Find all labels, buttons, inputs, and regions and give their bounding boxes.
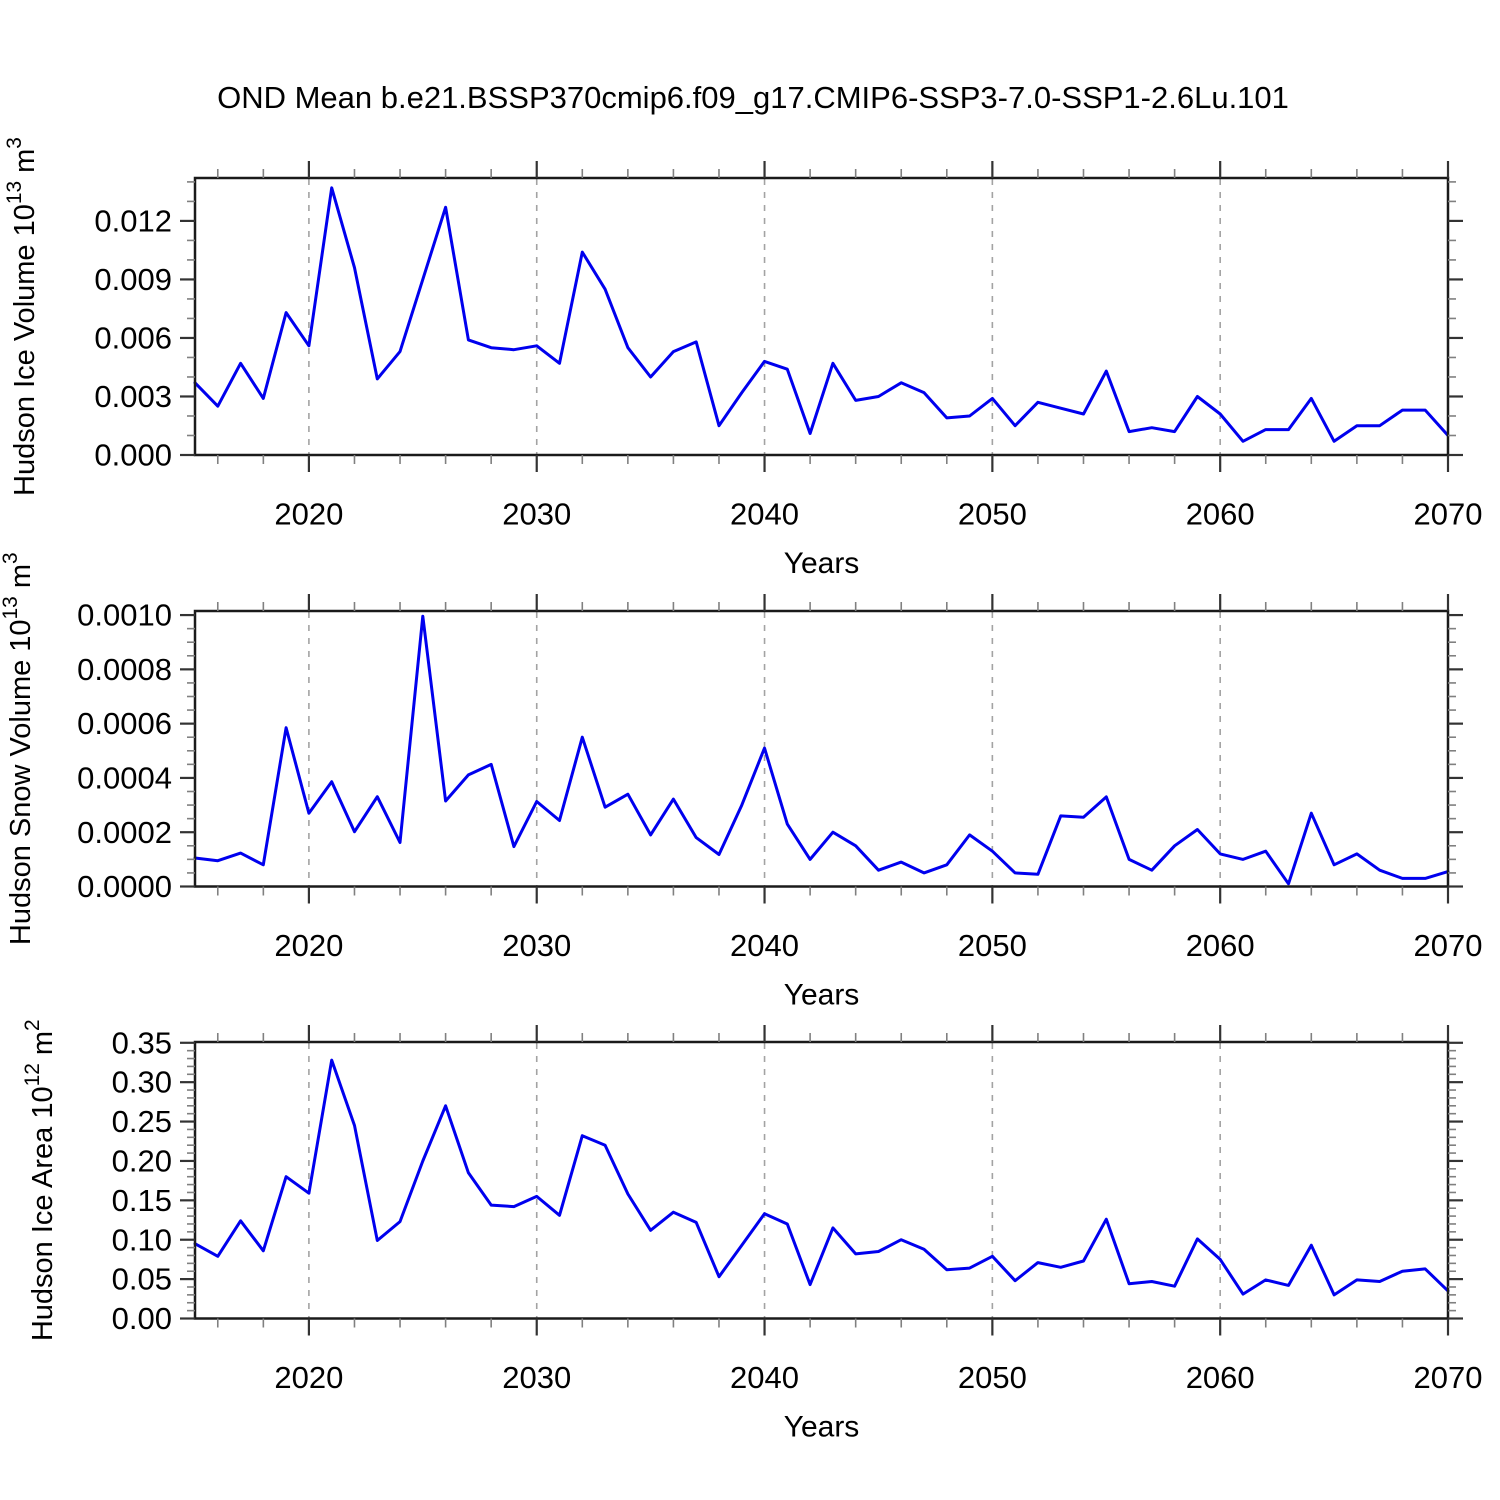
y-tick-label: 0.25 <box>112 1104 172 1139</box>
x-tick-labels: 2020 2030 2040 2050 2060 2070 <box>274 1360 1482 1395</box>
x-tick-label: 2070 <box>1414 497 1483 532</box>
x-tick-label: 2060 <box>1186 928 1255 963</box>
decade-gridlines <box>308 1043 1221 1318</box>
panel-hudson-ice-area: 0.00 0.05 0.10 0.15 0.20 0.25 0.30 0.35 2020 2030… <box>21 1019 1482 1443</box>
y-tick-label: 0.000 <box>94 438 172 473</box>
x-tick-label: 2030 <box>502 497 571 532</box>
x-axis-label: Years <box>784 1411 860 1444</box>
y-major-ticks <box>180 219 1463 457</box>
y-axis-label: Hudson Snow Volume 1013 m3 <box>0 552 37 945</box>
x-axis-label: Years <box>784 979 860 1012</box>
y-tick-label: 0.0004 <box>77 760 172 795</box>
y-tick-label: 0.00 <box>112 1301 172 1336</box>
x-minor-ticks <box>216 1033 1404 1328</box>
x-tick-labels: 2020 2030 2040 2050 2060 2070 <box>274 497 1482 532</box>
x-tick-label: 2020 <box>274 497 343 532</box>
x-tick-label: 2040 <box>730 497 799 532</box>
x-minor-ticks <box>216 169 1404 464</box>
x-tick-label: 2050 <box>958 1360 1027 1395</box>
y-axis-label: Hudson Ice Volume 1013 m3 <box>3 137 41 496</box>
y-minor-ticks <box>187 181 1456 437</box>
panel-hudson-ice-volume: 0.000 0.003 0.006 0.009 0.012 2020 2030 2040 205… <box>3 137 1482 580</box>
x-tick-label: 2040 <box>730 1360 799 1395</box>
hudson-snow-volume-line <box>193 614 1450 886</box>
y-tick-label: 0.15 <box>112 1183 172 1218</box>
y-minor-ticks <box>187 627 1456 874</box>
x-tick-label: 2050 <box>958 497 1027 532</box>
y-major-ticks <box>180 1041 1463 1320</box>
y-tick-label: 0.003 <box>94 379 172 414</box>
x-major-ticks <box>307 161 1450 472</box>
hudson-ice-area-line <box>193 1058 1450 1297</box>
y-major-ticks <box>180 613 1463 888</box>
chart-title: OND Mean b.e21.BSSP370cmip6.f09_g17.CMIP… <box>217 80 1289 115</box>
x-minor-ticks <box>216 602 1404 896</box>
x-tick-label: 2030 <box>502 1360 571 1395</box>
x-tick-label: 2060 <box>1186 497 1255 532</box>
y-axis-label: Hudson Ice Area 1012 m2 <box>21 1019 59 1341</box>
y-tick-labels: 0.000 0.003 0.006 0.009 0.012 <box>94 203 172 472</box>
x-tick-label: 2070 <box>1414 928 1483 963</box>
x-axis-label: Years <box>784 547 860 580</box>
y-tick-label: 0.0008 <box>77 652 172 687</box>
y-tick-labels: 0.0000 0.0002 0.0004 0.0006 0.0008 0.0010 <box>77 598 172 904</box>
panel-frame <box>193 1040 1450 1320</box>
y-tick-label: 0.20 <box>112 1143 172 1178</box>
x-major-ticks <box>307 1025 1450 1336</box>
panel-frame <box>193 609 1450 888</box>
y-tick-label: 0.0002 <box>77 815 172 850</box>
x-tick-label: 2020 <box>274 1360 343 1395</box>
x-major-ticks <box>307 594 1450 904</box>
hudson-ice-volume-line <box>193 186 1450 443</box>
y-tick-label: 0.006 <box>94 320 172 355</box>
x-tick-label: 2040 <box>730 928 799 963</box>
y-minor-ticks <box>187 1049 1456 1312</box>
y-tick-label: 0.009 <box>94 262 172 297</box>
y-tick-label: 0.0000 <box>77 869 172 904</box>
x-tick-label: 2020 <box>274 928 343 963</box>
y-tick-label: 0.0010 <box>77 598 172 633</box>
y-tick-labels: 0.00 0.05 0.10 0.15 0.20 0.25 0.30 0.35 <box>112 1025 172 1336</box>
panel-frame <box>193 176 1450 457</box>
y-tick-label: 0.10 <box>112 1222 172 1257</box>
panel-hudson-snow-volume: 0.0000 0.0002 0.0004 0.0006 0.0008 0.0010 2020… <box>0 552 1482 1011</box>
x-tick-label: 2060 <box>1186 1360 1255 1395</box>
y-tick-label: 0.30 <box>112 1065 172 1100</box>
x-tick-label: 2070 <box>1414 1360 1483 1395</box>
x-tick-label: 2050 <box>958 928 1027 963</box>
y-tick-label: 0.0006 <box>77 706 172 741</box>
y-tick-label: 0.05 <box>112 1262 172 1297</box>
x-tick-labels: 2020 2030 2040 2050 2060 2070 <box>274 928 1482 963</box>
x-tick-label: 2030 <box>502 928 571 963</box>
y-tick-label: 0.012 <box>94 203 172 238</box>
y-tick-label: 0.35 <box>112 1025 172 1060</box>
